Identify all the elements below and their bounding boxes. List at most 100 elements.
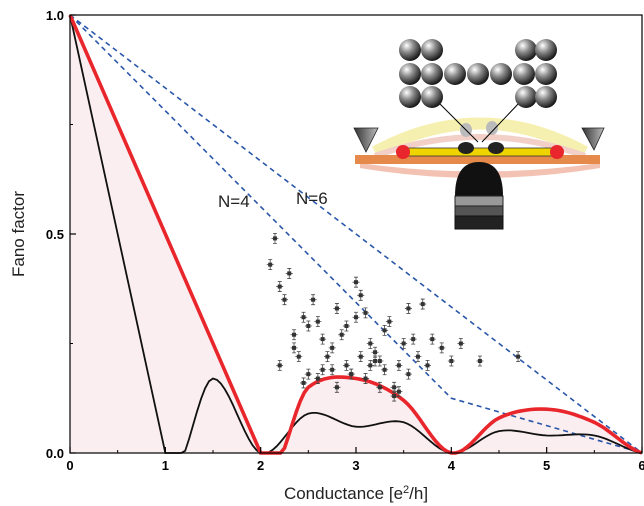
data-point — [371, 346, 379, 358]
data-point — [357, 289, 365, 301]
data-point — [381, 364, 389, 376]
y-axis-label: Fano factor — [9, 191, 28, 277]
data-point — [390, 381, 398, 393]
y-tick-label: 0.5 — [46, 227, 64, 242]
y-tick-label: 1.0 — [46, 8, 64, 23]
annotation-n4: N=4 — [218, 192, 250, 211]
molecule-atom — [515, 86, 537, 108]
data-point — [357, 351, 365, 363]
data-point — [323, 351, 331, 363]
x-ticks: 0 1 2 3 4 5 6 — [66, 447, 644, 473]
data-point — [300, 377, 308, 389]
data-point — [414, 351, 422, 363]
data-point — [266, 259, 274, 271]
data-point — [400, 338, 408, 349]
data-point — [333, 381, 341, 393]
data-point — [447, 355, 455, 367]
x-tick-label: 3 — [352, 458, 359, 473]
molecule-atom — [535, 39, 557, 61]
data-point — [347, 368, 355, 380]
inset-junction-illustration — [353, 39, 605, 230]
x-axis-label-sup: 2 — [403, 484, 409, 496]
molecule-atom — [399, 63, 421, 85]
x-axis-label: Conductance [e2/h] — [284, 484, 428, 503]
molecule-atom — [444, 63, 466, 85]
data-point — [419, 298, 427, 310]
data-point — [476, 355, 484, 367]
data-point — [409, 333, 417, 345]
molecule-atom — [490, 63, 512, 85]
data-point — [328, 364, 336, 376]
molecule-atom — [399, 39, 421, 61]
data-point — [381, 324, 389, 336]
data-point — [276, 360, 284, 371]
red-curve — [68, 14, 643, 455]
x-tick-label: 2 — [257, 458, 264, 473]
data-point — [376, 381, 384, 393]
n4-dashed-line — [69, 14, 643, 454]
black-curve — [69, 14, 643, 454]
data-point — [304, 368, 312, 380]
data-point — [271, 232, 279, 244]
data-point — [342, 320, 350, 332]
data-point — [304, 320, 312, 332]
data-point — [385, 316, 393, 327]
data-point — [390, 390, 398, 402]
data-point — [366, 338, 374, 349]
data-point — [404, 303, 412, 314]
x-axis-label-main: Conductance [e — [284, 484, 403, 503]
data-point — [285, 268, 293, 279]
molecule-atom — [515, 39, 537, 61]
data-point — [404, 368, 412, 380]
data-point — [514, 351, 522, 363]
data-point — [319, 333, 327, 345]
data-point — [376, 355, 384, 367]
data-point — [309, 294, 317, 306]
data-points — [266, 232, 522, 402]
molecule-atom — [467, 63, 489, 85]
data-point — [300, 311, 308, 323]
data-point — [395, 360, 403, 371]
molecule-atom — [535, 86, 557, 108]
data-point — [338, 329, 346, 341]
molecule-atom — [535, 63, 557, 85]
data-point — [371, 355, 379, 367]
data-point — [319, 364, 327, 376]
data-point — [328, 342, 336, 354]
molecule-atom — [399, 86, 421, 108]
data-point — [333, 303, 341, 314]
y-tick-label: 0.0 — [46, 446, 64, 461]
data-point — [424, 360, 431, 371]
data-point — [314, 373, 322, 384]
annotation-n6: N=6 — [296, 189, 328, 208]
x-tick-label: 5 — [543, 458, 550, 473]
data-point — [366, 360, 374, 371]
y-ticks: 0.0 0.5 1.0 — [46, 8, 76, 461]
data-point — [276, 281, 284, 292]
data-point — [342, 360, 350, 371]
data-point — [290, 329, 298, 341]
data-point — [352, 276, 360, 288]
data-point — [395, 386, 403, 398]
data-point — [362, 373, 370, 384]
data-point — [428, 333, 436, 345]
x-tick-label: 0 — [66, 458, 73, 473]
data-point — [352, 311, 360, 323]
molecule-atom — [513, 63, 535, 85]
pink-shaded-region — [70, 15, 642, 453]
molecule-atom — [421, 63, 443, 85]
x-tick-label: 1 — [162, 458, 169, 473]
data-point — [457, 338, 465, 349]
x-tick-label: 4 — [448, 458, 456, 473]
x-tick-label: 6 — [638, 458, 644, 473]
molecule-atom — [421, 86, 443, 108]
n6-dashed-line — [69, 14, 643, 454]
data-point — [295, 351, 303, 363]
data-point — [314, 316, 322, 327]
x-axis-label-unit: /h] — [409, 484, 428, 503]
molecule-atom — [421, 39, 443, 61]
data-point — [281, 294, 288, 306]
data-point — [362, 307, 370, 319]
data-point — [290, 342, 298, 354]
